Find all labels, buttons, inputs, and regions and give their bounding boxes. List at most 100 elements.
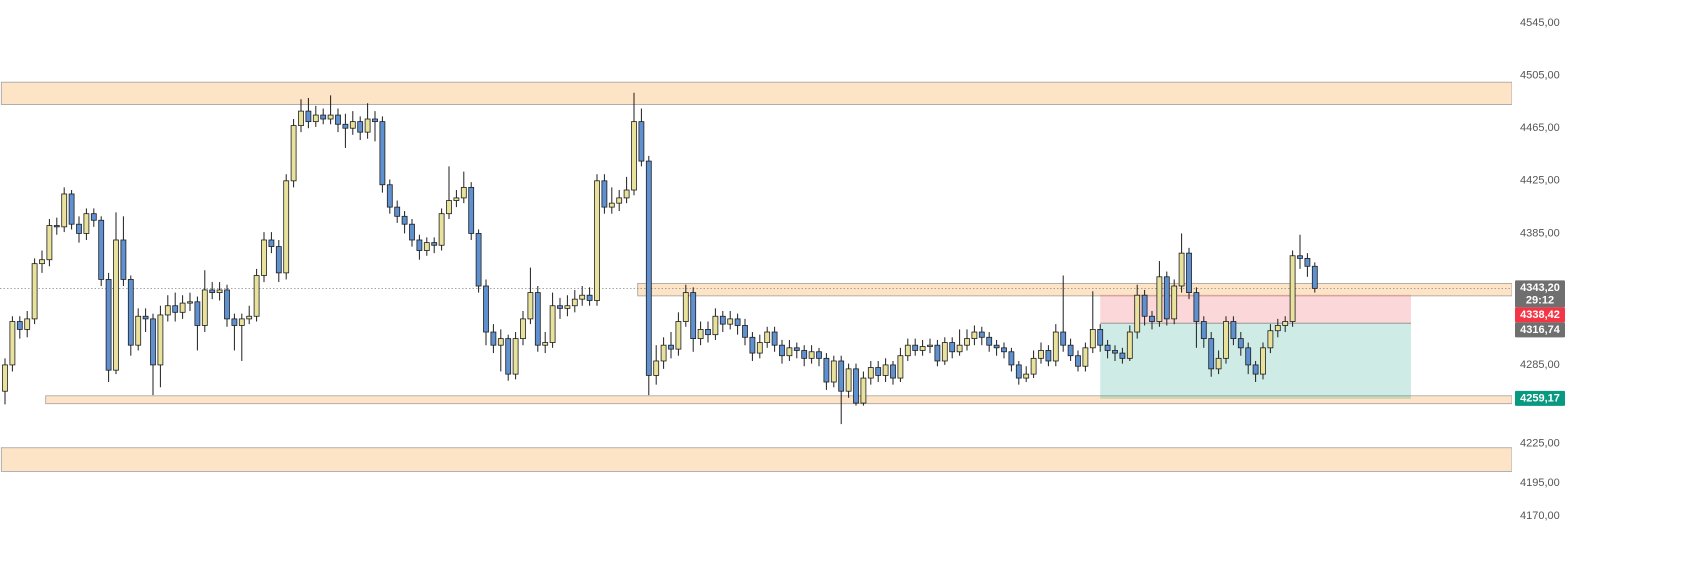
candle-body — [808, 351, 815, 359]
price-label: 4259,17 — [1520, 392, 1560, 404]
candle-body — [816, 351, 822, 359]
candle-body — [668, 344, 674, 350]
candle-body — [1282, 321, 1289, 326]
candle-body — [793, 347, 800, 351]
candle-body — [1215, 357, 1222, 370]
candle-body — [1075, 355, 1081, 367]
candle-body — [756, 342, 763, 354]
candle-body — [90, 213, 97, 221]
candle-body — [1274, 325, 1281, 332]
candle-body — [120, 239, 127, 280]
y-tick-label: 4385,00 — [1520, 227, 1560, 239]
candle-body — [201, 289, 208, 326]
candle-body — [1023, 373, 1030, 379]
candle-body — [1141, 294, 1148, 317]
candle-body — [1030, 357, 1037, 375]
candle-body — [1008, 351, 1015, 366]
y-tick-label: 4505,00 — [1520, 70, 1560, 82]
candle-body — [216, 289, 223, 293]
candle-body — [557, 305, 563, 309]
candle-body — [527, 292, 534, 320]
candle-body — [638, 121, 645, 162]
candle-body — [890, 364, 896, 379]
y-tick-label: 4195,00 — [1520, 477, 1560, 489]
candle-body — [660, 344, 667, 362]
candle-body — [830, 360, 837, 383]
candle-body — [1163, 276, 1170, 320]
candle-body — [1104, 344, 1111, 351]
candle-body — [76, 223, 82, 234]
candle-body — [68, 193, 75, 225]
candle-body — [801, 350, 808, 359]
price-label-box — [1515, 307, 1565, 323]
candle-body — [238, 318, 245, 326]
candle-body — [549, 305, 556, 343]
candle-body — [9, 321, 16, 366]
candle-body — [571, 298, 578, 307]
candle-body — [312, 114, 319, 123]
candle-body — [823, 357, 830, 383]
zone — [0, 81, 1513, 105]
candle-body — [246, 315, 253, 320]
price-label: 4343,20 — [1520, 282, 1560, 294]
candle-body — [993, 344, 1000, 349]
candle-body — [631, 121, 637, 191]
candle-body — [438, 213, 445, 246]
candle-body — [409, 223, 415, 241]
candle-body — [423, 242, 430, 251]
candle-body — [150, 318, 156, 366]
price-label-box — [1515, 322, 1565, 338]
candle-body — [579, 294, 586, 300]
candle-body — [1252, 364, 1259, 375]
candle-body — [31, 263, 38, 320]
candle-body — [690, 292, 697, 340]
candle-body — [113, 239, 119, 371]
candle-body — [320, 114, 327, 120]
candle-body — [386, 184, 393, 208]
candle-body — [1171, 285, 1178, 320]
candle-body — [771, 331, 778, 346]
candle-body — [867, 367, 874, 379]
y-tick-label: 4225,00 — [1520, 438, 1560, 450]
candle-body — [786, 347, 793, 357]
candle-body — [475, 233, 482, 287]
candle-body — [2, 364, 8, 392]
candle-body — [904, 344, 911, 357]
candle-body — [845, 368, 852, 392]
candle-body — [1186, 252, 1192, 293]
candle-body — [127, 279, 134, 346]
candle-body — [941, 342, 948, 362]
y-tick-label: 4170,00 — [1520, 510, 1560, 522]
candle-body — [290, 125, 297, 182]
y-tick-label: 4285,00 — [1520, 359, 1560, 371]
candle-body — [601, 180, 608, 208]
candle-body — [1015, 364, 1022, 379]
price-label-box — [1515, 390, 1565, 406]
candle-body — [734, 318, 741, 326]
candle-body — [645, 160, 652, 376]
candle-body — [327, 114, 334, 120]
candle-body — [838, 360, 845, 392]
candle-body — [172, 305, 179, 313]
candle-body — [616, 197, 623, 204]
candle-body — [164, 305, 171, 316]
price-label: 4338,42 — [1520, 309, 1560, 321]
candle-body — [1149, 315, 1155, 322]
candle-body — [142, 315, 149, 320]
candle-body — [483, 285, 489, 333]
candle-body — [46, 225, 53, 261]
candle-body — [357, 121, 364, 133]
candle-body — [882, 364, 889, 376]
candle-body — [912, 344, 919, 351]
candle-body — [342, 123, 349, 129]
candle-body — [349, 121, 356, 129]
candle-body — [253, 275, 260, 317]
price-label-box — [1515, 280, 1565, 308]
candle-body — [1200, 321, 1207, 340]
candle-body — [1267, 330, 1274, 349]
candle-body — [379, 121, 386, 186]
candle-body — [24, 318, 31, 330]
candle-body — [460, 186, 467, 199]
candle-body — [1082, 347, 1089, 367]
